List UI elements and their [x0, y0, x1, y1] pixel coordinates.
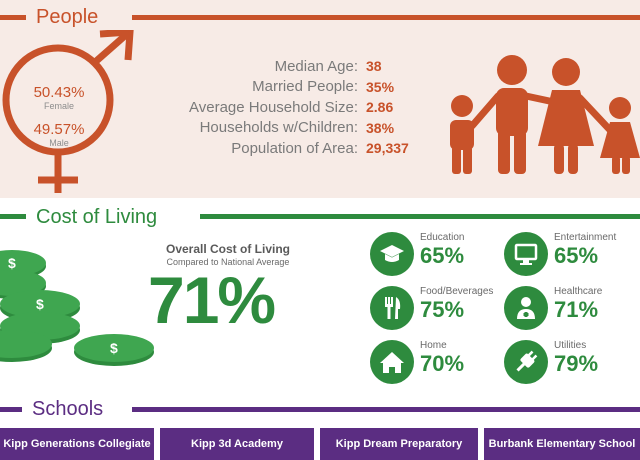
stat-row: Population of Area: 29,337: [150, 138, 420, 159]
category-utilities: Utilities 79%: [504, 340, 634, 390]
female-stat: 50.43% Female: [19, 84, 99, 111]
stat-label: Population of Area:: [231, 139, 358, 157]
svg-text:$: $: [36, 296, 44, 312]
category-education: Education 65%: [370, 232, 500, 282]
category-value: 65%: [554, 243, 599, 268]
stat-value: 29,337: [366, 140, 409, 157]
male-stat: 49.57% Male: [19, 121, 99, 148]
cost-rule-left: [0, 214, 26, 219]
stat-value: 38: [366, 58, 382, 75]
category-entertainment: Entertainment 65%: [504, 232, 634, 282]
stat-row: Households w/Children: 38%: [150, 118, 420, 139]
category-home: Home 70%: [370, 340, 500, 390]
monitor-icon: [504, 232, 548, 276]
stat-row: Median Age: 38: [150, 56, 420, 77]
category-value: 79%: [554, 351, 599, 376]
fork-knife-icon: [370, 286, 414, 330]
family-icon: [450, 55, 640, 174]
stat-row: Average Household Size: 2.86: [150, 97, 420, 118]
category-label: Utilities: [554, 340, 587, 351]
category-value: 71%: [554, 297, 599, 322]
schools-title: Schools: [32, 398, 104, 420]
category-value: 75%: [420, 297, 465, 322]
stat-label: Average Household Size:: [189, 98, 358, 116]
female-percentage: 50.43%: [33, 84, 85, 101]
people-rule-left: [0, 15, 26, 20]
overall-cost-subtitle: Compared to National Average: [166, 257, 290, 267]
male-percentage: 49.57%: [33, 121, 85, 138]
male-label: Male: [49, 138, 69, 148]
house-icon: [370, 340, 414, 384]
stat-label: Median Age:: [274, 57, 358, 75]
category-label: Home: [420, 340, 447, 351]
school-card[interactable]: Kipp Dream Preparatory: [320, 428, 478, 460]
cost-rule-right: [200, 214, 640, 219]
schools-rule-left: [0, 407, 22, 412]
category-label: Entertainment: [554, 232, 617, 243]
overall-cost-value: 71%: [148, 263, 276, 337]
category-label: Education: [420, 232, 465, 243]
stat-label: Married People:: [252, 78, 358, 96]
category-value: 65%: [420, 243, 465, 268]
cost-of-living-title: Cost of Living: [36, 206, 158, 228]
stat-value: 38%: [366, 119, 395, 136]
overall-cost-title: Overall Cost of Living: [165, 242, 291, 256]
people-title: People: [36, 6, 99, 28]
school-card[interactable]: Kipp 3d Academy: [160, 428, 314, 460]
people-rule-right: [132, 15, 640, 20]
female-label: Female: [43, 101, 74, 111]
people-section: People 50.43% Female 49.57% Male Median …: [0, 0, 640, 198]
category-label: Healthcare: [554, 286, 603, 297]
people-stats: Median Age: 38 Married People: 35% Avera…: [150, 56, 420, 159]
plug-icon: [504, 340, 548, 384]
stat-row: Married People: 35%: [150, 77, 420, 98]
coin-stack-icon: $ $ $: [0, 250, 154, 366]
category-label: Food/Beverages: [420, 286, 494, 297]
category-value: 70%: [420, 351, 465, 376]
overall-cost-header: Overall Cost of Living Compared to Natio…: [140, 242, 316, 267]
category-food-beverages: Food/Beverages 75%: [370, 286, 500, 336]
school-card[interactable]: Kipp Generations Collegiate: [0, 428, 154, 460]
stat-value: 35%: [366, 78, 395, 95]
svg-text:$: $: [8, 255, 16, 271]
stat-value: 2.86: [366, 99, 394, 116]
graduation-cap-icon: [370, 232, 414, 276]
doctor-icon: [504, 286, 548, 330]
gender-symbol-icon: [2, 30, 134, 193]
category-healthcare: Healthcare 71%: [504, 286, 634, 336]
school-card[interactable]: Burbank Elementary School: [484, 428, 640, 460]
schools-rule-right: [132, 407, 640, 412]
stat-label: Households w/Children:: [199, 119, 358, 137]
svg-text:$: $: [110, 340, 118, 356]
